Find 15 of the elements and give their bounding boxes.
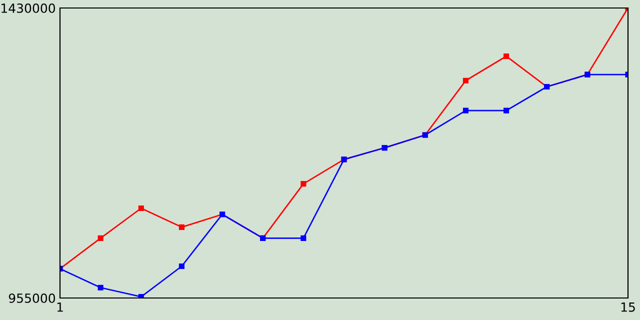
point	[178, 224, 184, 230]
point	[504, 108, 510, 114]
point	[138, 205, 144, 212]
point	[178, 263, 184, 270]
point	[98, 235, 104, 241]
point	[462, 108, 468, 114]
point	[300, 181, 306, 187]
point	[98, 284, 104, 290]
y-tick-label: 955000	[8, 293, 55, 303]
x-tick-label: 1	[57, 302, 63, 312]
point	[300, 235, 306, 241]
point	[504, 53, 510, 60]
point	[462, 78, 468, 84]
y-tick-label: 1430000	[2, 3, 55, 13]
x-tick-label: 15	[621, 302, 635, 312]
